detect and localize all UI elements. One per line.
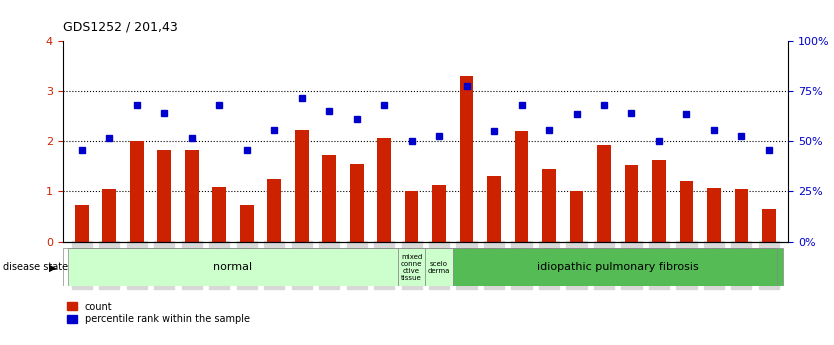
Text: scelo
derma: scelo derma bbox=[428, 261, 450, 274]
Legend: count, percentile rank within the sample: count, percentile rank within the sample bbox=[68, 302, 250, 325]
Bar bbox=[130, 141, 143, 242]
Text: mixed
conne
ctive
tissue: mixed conne ctive tissue bbox=[401, 254, 422, 281]
Bar bbox=[398, 248, 425, 286]
Bar bbox=[268, 179, 281, 242]
Bar bbox=[68, 248, 398, 286]
Bar bbox=[213, 187, 226, 241]
Bar bbox=[240, 206, 254, 242]
Bar bbox=[597, 145, 610, 242]
Bar bbox=[625, 166, 638, 242]
Bar bbox=[570, 191, 583, 242]
Text: ▶: ▶ bbox=[49, 263, 57, 272]
Bar bbox=[75, 206, 88, 242]
Bar bbox=[762, 209, 776, 242]
Bar bbox=[294, 130, 309, 242]
Bar bbox=[425, 248, 453, 286]
Bar bbox=[158, 150, 171, 241]
Text: GDS1252 / 201,43: GDS1252 / 201,43 bbox=[63, 21, 178, 34]
Text: normal: normal bbox=[214, 263, 253, 272]
Bar bbox=[652, 160, 666, 242]
Text: disease state: disease state bbox=[3, 263, 68, 272]
Bar bbox=[707, 188, 721, 241]
Bar bbox=[404, 191, 419, 242]
Bar bbox=[680, 181, 693, 241]
Bar bbox=[377, 138, 391, 241]
Bar bbox=[432, 186, 446, 242]
Bar bbox=[487, 177, 501, 242]
Bar bbox=[542, 169, 556, 241]
Bar bbox=[185, 150, 198, 241]
Bar bbox=[735, 189, 748, 241]
Bar bbox=[103, 189, 116, 241]
Text: idiopathic pulmonary fibrosis: idiopathic pulmonary fibrosis bbox=[537, 263, 699, 272]
Bar bbox=[453, 248, 782, 286]
Bar bbox=[322, 155, 336, 242]
Bar bbox=[460, 77, 474, 242]
Bar bbox=[515, 131, 529, 241]
Bar bbox=[349, 164, 364, 242]
